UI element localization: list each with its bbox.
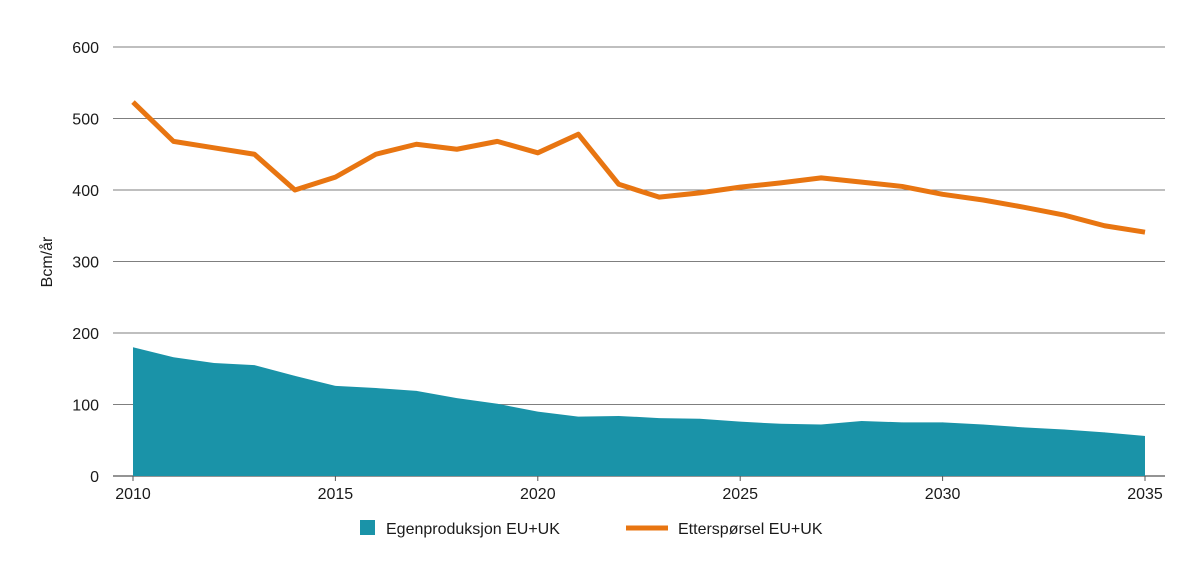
y-tick-label: 400: [72, 183, 99, 200]
x-tick-label: 2035: [1127, 486, 1163, 503]
y-axis-label: Bcm/år: [38, 236, 56, 287]
x-tick-label: 2030: [925, 486, 961, 503]
y-tick-label: 300: [72, 255, 99, 272]
legend: Egenproduksjon EU+UK Etterspørsel EU+UK: [360, 520, 823, 538]
y-tick-label: 200: [72, 326, 99, 343]
y-tick-label: 600: [72, 40, 99, 57]
legend-swatch-egenproduksjon: [360, 520, 375, 535]
y-tick-label: 0: [90, 469, 99, 486]
area-egenproduksjon: [133, 347, 1145, 476]
x-tick-label: 2025: [722, 486, 758, 503]
y-tick-label: 100: [72, 398, 99, 415]
line-ettersporsel: [133, 102, 1145, 232]
legend-label-egenproduksjon: Egenproduksjon EU+UK: [386, 521, 560, 538]
legend-label-ettersporsel: Etterspørsel EU+UK: [678, 521, 823, 538]
x-tick-label: 2020: [520, 486, 556, 503]
x-tick-label: 2015: [318, 486, 354, 503]
plot-area: [133, 102, 1145, 476]
x-tick-label: 2010: [115, 486, 151, 503]
y-tick-label: 500: [72, 112, 99, 129]
